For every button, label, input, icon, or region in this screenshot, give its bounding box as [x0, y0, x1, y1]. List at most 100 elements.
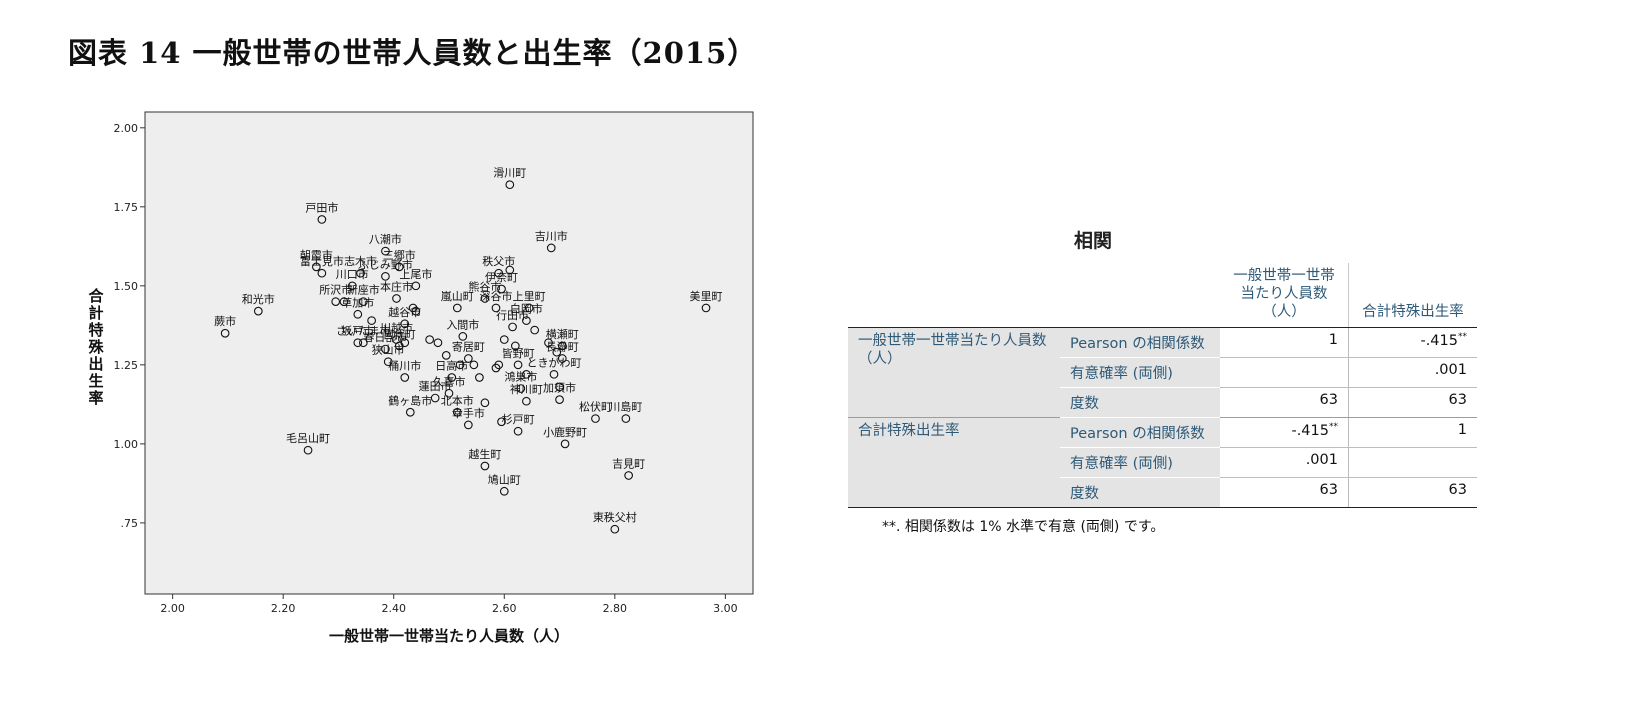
data-point-label: 熊谷市 — [468, 279, 501, 293]
data-point — [522, 369, 531, 379]
stat-label: 度数 — [1060, 387, 1220, 418]
stat-label: 有意確率 (両側) — [1060, 357, 1220, 388]
data-point-label: 宮代町 — [383, 327, 416, 341]
data-point-label: 神川町 — [510, 382, 543, 396]
cell-value: -.415 — [1420, 332, 1458, 349]
stat-label: 度数 — [1060, 477, 1220, 508]
data-point — [317, 268, 327, 278]
figure-title: 図表 14 一般世帯の世帯人員数と出生率（2015） — [68, 36, 758, 70]
data-point — [494, 360, 504, 370]
data-point — [253, 306, 263, 316]
data-point — [347, 281, 357, 291]
scatter-chart: 2.00 2.20 2.40 2.60 2.80 3.00 2.00 1.75 1.50 1.2… — [87, 111, 754, 645]
data-point-label: 本庄市 — [380, 279, 413, 293]
data-point-label: ふじみ野市 — [358, 257, 413, 271]
data-point — [411, 281, 421, 291]
data-point-label: 上里町 — [513, 290, 546, 303]
stat-label: Pearson の相関係数 — [1060, 327, 1220, 358]
data-point-label: 行田市 — [496, 308, 529, 322]
table-cell: 1 — [1220, 327, 1349, 358]
data-point — [458, 332, 468, 341]
data-point — [516, 384, 526, 393]
data-point-label: 富士見市 — [300, 254, 344, 268]
data-point — [508, 322, 517, 332]
data-point — [491, 303, 501, 313]
data-point-label: 川口市 — [336, 267, 369, 281]
data-point — [463, 420, 473, 430]
data-point-label: 伊奈町 — [485, 270, 518, 284]
cell-value: 63 — [1319, 392, 1338, 408]
data-point-label: ときがわ町 — [527, 355, 582, 369]
data-point-label: 久喜市 — [433, 374, 466, 388]
data-point — [358, 297, 368, 306]
data-point — [331, 297, 341, 306]
data-point-label: 鴻巣市 — [504, 370, 537, 384]
y-axis: 2.00 1.75 1.50 1.25 1.00 .75 — [114, 122, 145, 530]
data-point — [452, 303, 462, 313]
data-point-label: 寄居町 — [452, 340, 485, 354]
table-cell: 1 — [1348, 417, 1477, 448]
data-point — [381, 272, 390, 281]
data-point — [383, 357, 393, 367]
data-point-label: 和光市 — [242, 292, 275, 306]
y-axis-title: 合計特殊出生率 — [87, 287, 104, 407]
data-point-label: 杉戸町 — [502, 412, 535, 426]
data-point-label: 東秩父村 — [593, 510, 637, 524]
header-blank — [848, 263, 1220, 328]
data-point-label: 毛呂山町 — [286, 432, 330, 445]
y-tick-label: 1.25 — [114, 359, 139, 372]
data-point — [353, 338, 363, 348]
data-point — [220, 328, 230, 338]
data-point — [381, 246, 390, 256]
data-point-label: 三郷市 — [383, 248, 416, 262]
x-tick-label: 3.00 — [713, 602, 738, 615]
cell-value: 1 — [1457, 422, 1467, 438]
data-point-label: 坂戸市 — [341, 324, 374, 338]
data-point-label: 鳩山町 — [488, 472, 521, 486]
table-cell: .001 — [1220, 447, 1349, 478]
data-point — [392, 294, 401, 303]
data-point-label: 八潮市 — [369, 232, 402, 246]
row-group-label: 合計特殊出生率 — [848, 417, 1060, 508]
cell-value: .001 — [1305, 452, 1338, 468]
data-point-label: 深谷市 — [479, 289, 512, 303]
data-point — [311, 262, 321, 272]
data-point-label: 幸手市 — [452, 406, 485, 420]
data-point-label: 朝霞市 — [300, 248, 333, 262]
data-point — [557, 341, 567, 351]
data-point-label: 所沢市 — [319, 283, 352, 297]
data-point — [425, 335, 435, 344]
table-row: 合計特殊出生率 Pearson の相関係数 -.415** 1 — [848, 417, 1477, 508]
correlation-table-body: 一般世帯一世帯当たり人員数（人） Pearson の相関係数 1 -.415** 有意確… — [848, 327, 1477, 508]
y-tick-label: 2.00 — [114, 122, 139, 135]
data-point — [400, 373, 410, 382]
data-point-label: 狭山市 — [372, 343, 405, 357]
data-point — [513, 426, 523, 436]
data-point — [522, 316, 531, 325]
data-point-label: 日高市 — [435, 358, 468, 372]
data-point — [356, 268, 365, 278]
data-point — [469, 360, 479, 370]
data-point — [494, 268, 504, 278]
cell-value: 63 — [1448, 482, 1467, 498]
x-tick-label: 2.20 — [271, 602, 296, 615]
data-point — [358, 338, 368, 348]
data-point — [400, 319, 410, 329]
y-tick-label: 1.00 — [114, 438, 139, 451]
data-point-label: 新座市 — [347, 283, 380, 297]
data-point — [480, 398, 490, 408]
data-point-label: 桶川市 — [388, 358, 421, 372]
x-tick-label: 2.60 — [492, 602, 517, 615]
y-tick-label: 1.75 — [114, 201, 139, 214]
cell-value: .001 — [1434, 362, 1467, 378]
data-point — [624, 471, 633, 480]
data-point — [444, 388, 454, 398]
data-point — [546, 243, 556, 253]
data-point-label: 入間市 — [446, 317, 479, 331]
table-cell: -.415** — [1220, 417, 1349, 448]
x-tick-label: 2.00 — [160, 602, 185, 615]
data-point — [610, 524, 620, 534]
data-point-label: 嵐山町 — [441, 290, 474, 303]
table-cell: 63 — [1220, 477, 1349, 508]
